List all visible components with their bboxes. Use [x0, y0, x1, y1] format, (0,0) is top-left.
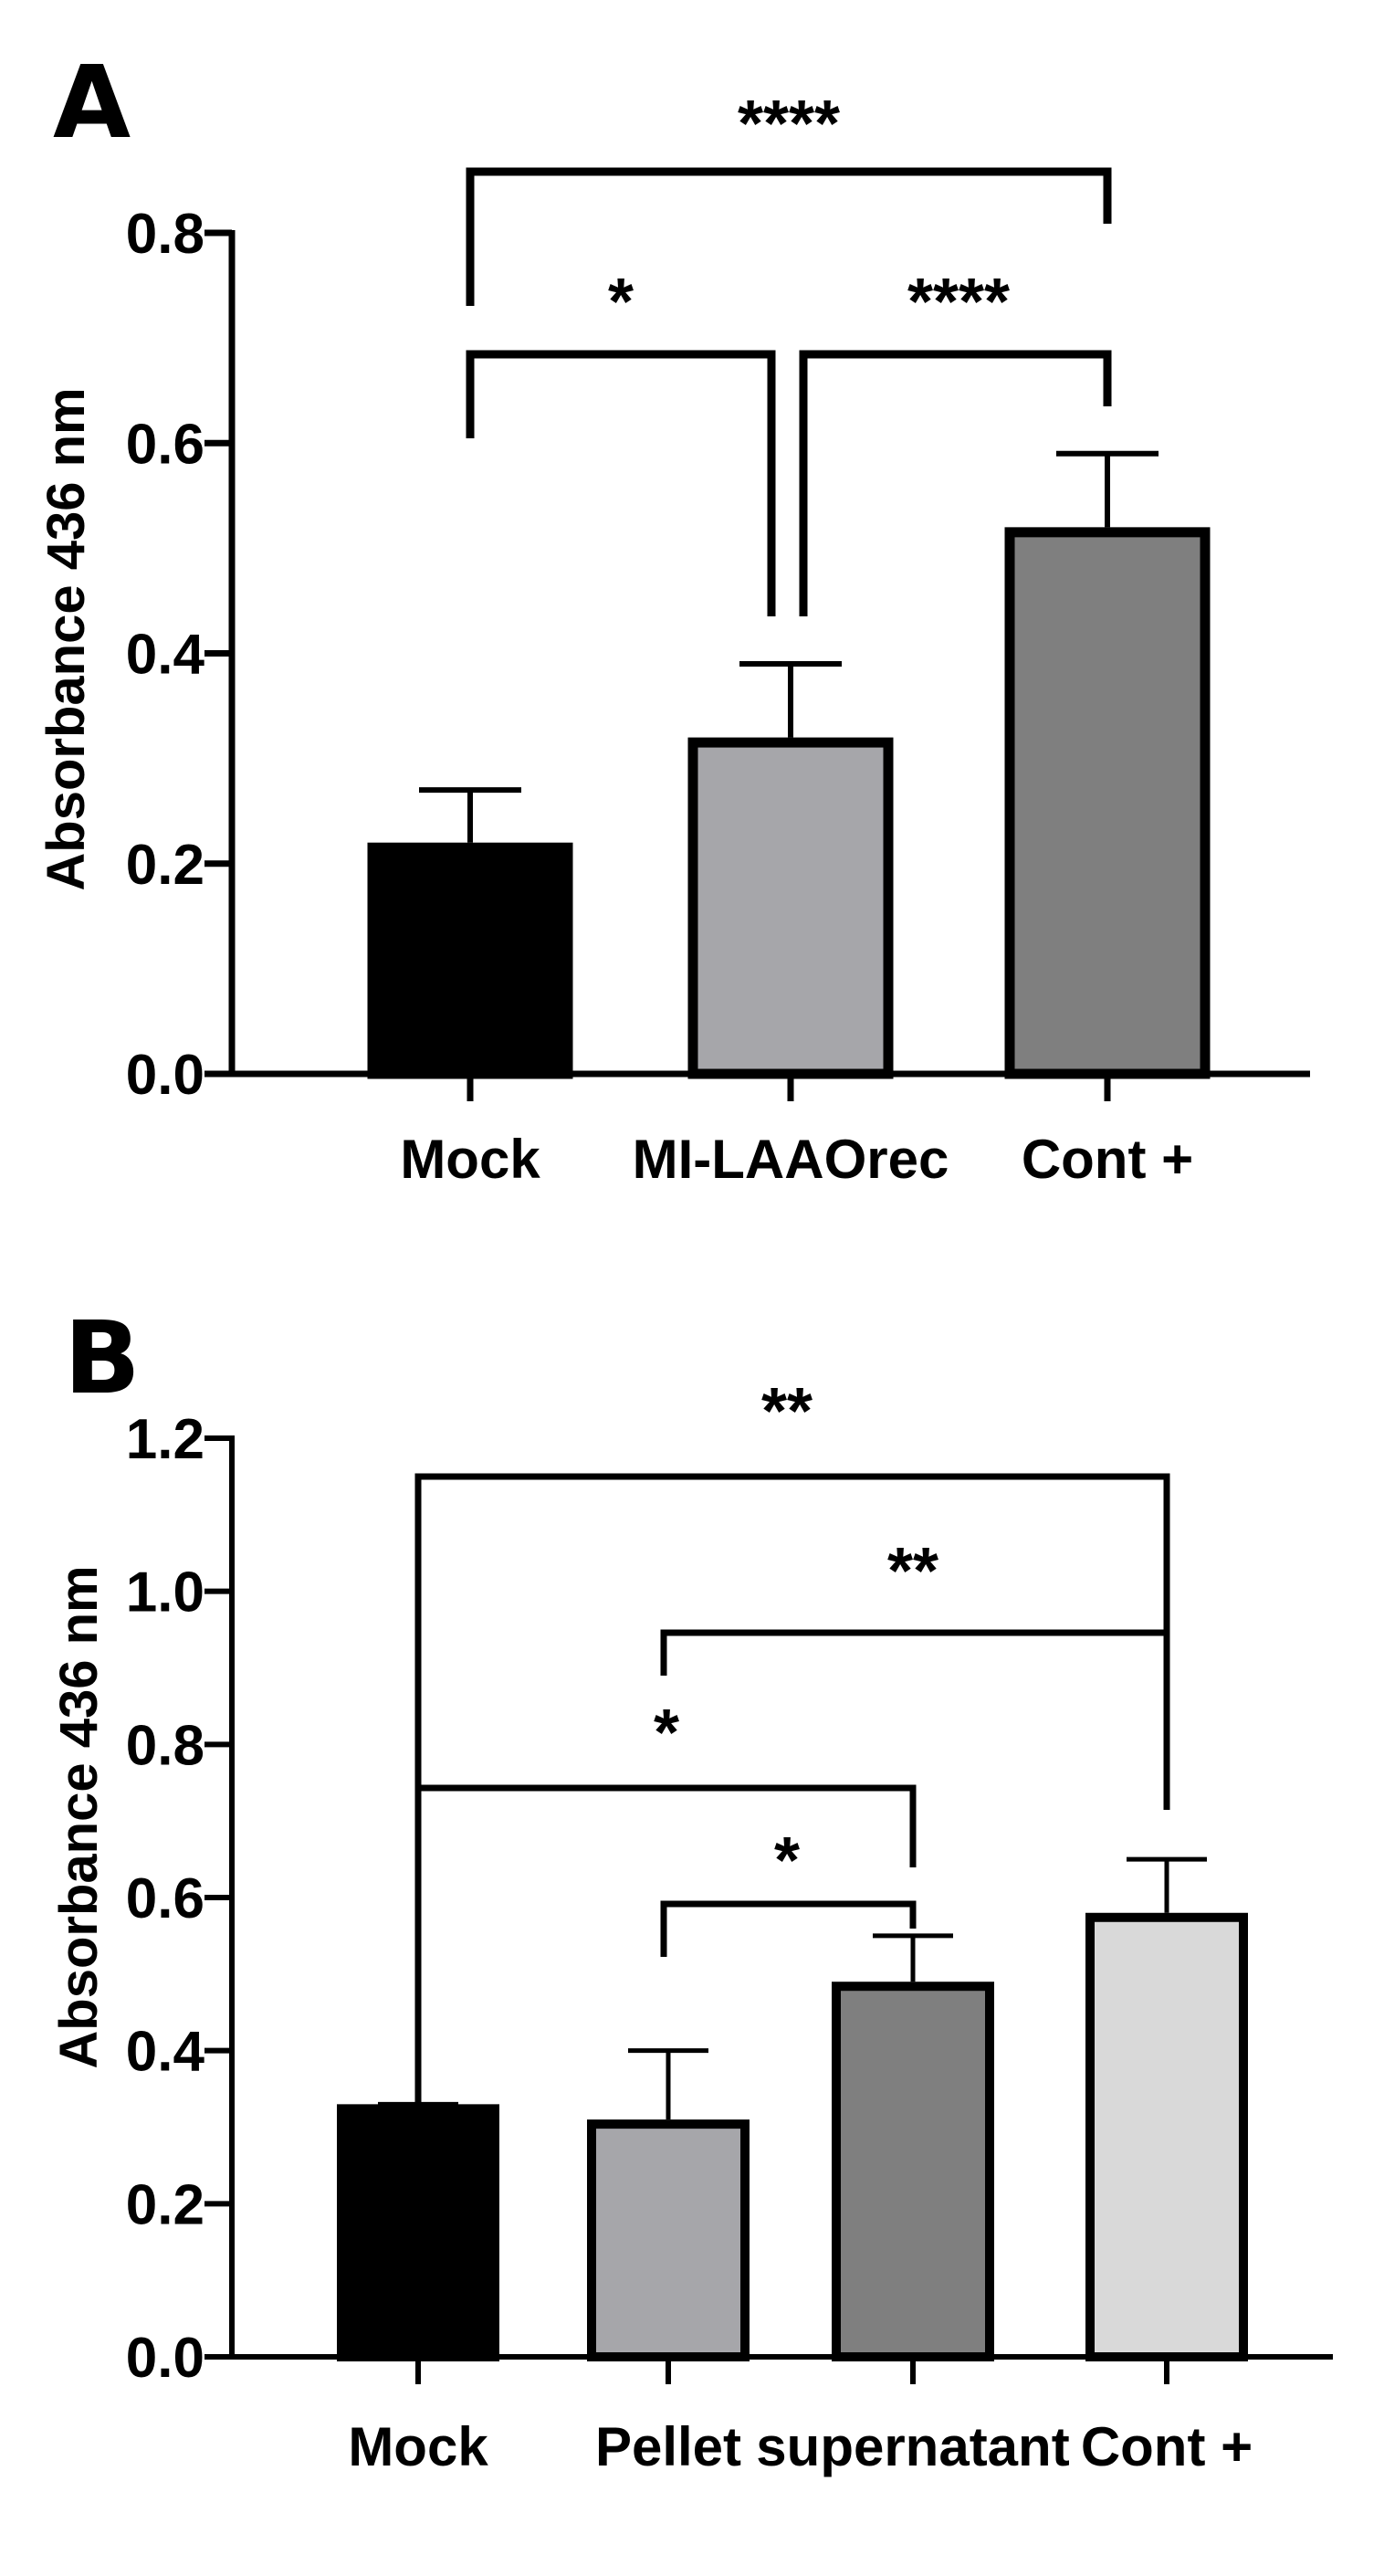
panel-a-significance-bracket: [466, 350, 776, 616]
panel-a-category-label: MI-LAAOrec: [633, 1129, 949, 1190]
panel-a-category-label: Mock: [400, 1129, 540, 1190]
panel-a-bar-mock: [367, 842, 573, 1079]
panel-b-category-label: Pellet: [595, 2416, 741, 2477]
panel-a-significance-bracket: [466, 167, 1112, 306]
panel-b-y-tick-label: 1.2: [126, 1408, 204, 1471]
panel-a-significance-bracket: [799, 350, 1112, 616]
panel-b-label: B: [64, 1299, 141, 1416]
panel-b-significance-label: *: [774, 1824, 800, 1898]
panel-a-significance-label: *: [608, 266, 634, 339]
panel-b-bar-pellet: [587, 2119, 750, 2362]
panel-b-category-label: supernatant: [756, 2416, 1069, 2477]
panel-b-bar-supernatant: [832, 1982, 994, 2361]
panel-a-y-tick-label: 0.0: [126, 1044, 204, 1107]
panel-a-significance-label: ****: [738, 88, 840, 161]
panel-a-y-axis-label: Absorbance 436 nm: [37, 387, 96, 890]
panel-a-bar-cont-: [1004, 527, 1211, 1079]
panel-b-significance-bracket: [660, 1629, 1170, 1810]
panel-b-significance-label: *: [654, 1697, 679, 1770]
panel-a-label: A: [53, 44, 131, 161]
panel-b-category-label: Mock: [348, 2416, 488, 2477]
panel-b-y-tick-label: 0.0: [126, 2327, 204, 2390]
panel-a-significance-label: ****: [907, 266, 1010, 339]
panel-a-category-label: Cont +: [1022, 1129, 1193, 1190]
panel-b-significance-bracket: [414, 1784, 917, 2181]
panel-b-bar-cont-: [1085, 1912, 1248, 2361]
panel-a-y-tick-label: 0.8: [126, 203, 204, 266]
panel-a-y-tick-label: 0.6: [126, 413, 204, 476]
panel-a-y-tick-label: 0.4: [126, 624, 205, 687]
panel-b-y-tick-label: 0.4: [126, 2021, 205, 2084]
panel-b-category-label: Cont +: [1081, 2416, 1253, 2477]
panel-a-y-tick-label: 0.2: [126, 834, 204, 897]
panel-b-significance-label: **: [887, 1535, 938, 1608]
panel-a-bar-mi-laaorec: [687, 737, 894, 1079]
panel-b-significance-label: **: [761, 1375, 813, 1448]
panel-b-y-tick-label: 0.6: [126, 1867, 204, 1930]
panel-b: B Absorbance 436 nm 0.0 0.2 0.4 0.6 0.8 1.0 1.…: [49, 1299, 1333, 2477]
panel-b-y-tick-label: 0.8: [126, 1714, 204, 1777]
panel-b-significance-bracket: [660, 1900, 917, 1957]
panel-a: A Absorbance 436 nm 0.0 0.2 0.4 0.6 0.8 Mock M…: [37, 44, 1310, 1190]
panel-b-y-axis-label: Absorbance 436 nm: [49, 1565, 109, 2068]
panel-b-y-tick-label: 0.2: [126, 2173, 204, 2236]
panel-b-y-tick-label: 1.0: [126, 1561, 204, 1624]
